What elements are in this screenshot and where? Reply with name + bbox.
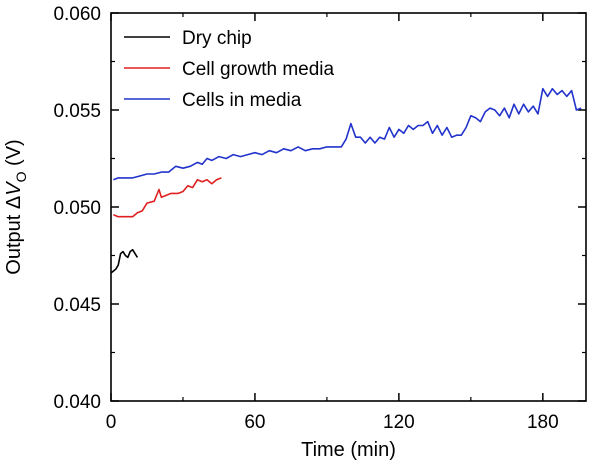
y-tick-label: 0.040 (53, 392, 101, 413)
series-layer (110, 87, 582, 274)
y-axis-label-var: V (3, 181, 25, 196)
y-tick-label: 0.060 (53, 4, 101, 25)
legend: Dry chip Cell growth media Cells in media (124, 28, 334, 111)
y-tick-label: 0.045 (53, 295, 101, 316)
y-tick-label: 0.055 (53, 101, 101, 122)
x-tick-label: 60 (244, 412, 265, 433)
series-line-dry-chip (110, 248, 139, 274)
y-axis-label-sub: O (13, 171, 29, 182)
y-axis-label: Output ΔVO (V) (3, 139, 29, 274)
series-line-cell-growth-media (113, 177, 222, 218)
x-tick-label: 180 (527, 412, 559, 433)
y-axis-label-delta: Δ (3, 196, 25, 209)
legend-label-dry-chip: Dry chip (182, 28, 252, 49)
y-axis-label-prefix: Output (3, 209, 25, 275)
legend-label-cell-growth-media: Cell growth media (182, 59, 334, 80)
series-line-cells-in-media (113, 87, 582, 181)
x-axis-label: Time (min) (301, 439, 396, 461)
y-tick-label: 0.050 (53, 198, 101, 219)
legend-label-cells-in-media: Cells in media (182, 90, 302, 111)
x-tick-label: 120 (383, 412, 415, 433)
plot-area-frame (110, 12, 587, 402)
x-tick-label: 0 (106, 412, 117, 433)
y-axis-label-unit: (V) (3, 139, 25, 171)
